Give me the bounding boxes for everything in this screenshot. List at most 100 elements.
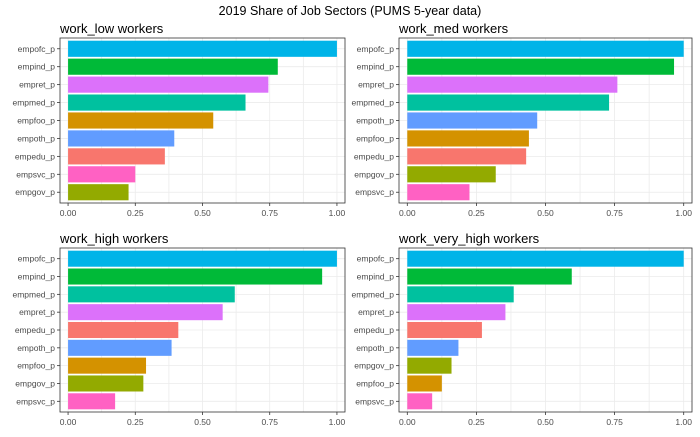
bar-empmed_p [68,94,246,111]
x-tick-label: 0.75 [261,417,278,427]
bar-empoth_p [68,130,175,147]
y-tick-label: empofc_p [357,254,395,264]
y-tick-label: empret_p [19,307,55,317]
panel-title: work_med workers [398,21,509,36]
bar-empsvc_p [407,393,433,410]
y-tick-label: empgov_p [354,361,394,371]
bar-empgov_p [68,375,144,392]
y-tick-label: empind_p [18,272,56,282]
y-tick-label: empoth_p [17,133,55,143]
y-tick-label: empedu_p [354,325,394,335]
bar-empret_p [407,304,506,321]
x-tick-label: 0.00 [399,417,416,427]
bar-empofc_p [407,250,684,267]
x-tick-label: 0.50 [194,208,211,218]
bar-empedu_p [407,148,527,165]
x-tick-label: 0.50 [537,208,554,218]
bar-empfoo_p [68,112,214,129]
bar-empedu_p [68,148,165,165]
bar-empsvc_p [407,184,470,201]
bar-empret_p [68,76,269,93]
y-tick-label: empfoo_p [17,116,55,126]
y-tick-label: empsvc_p [16,169,55,179]
y-tick-label: empsvc_p [355,187,394,197]
x-tick-label: 0.50 [537,417,554,427]
bar-empgov_p [68,184,129,201]
y-tick-label: empind_p [357,62,395,72]
y-tick-label: empedu_p [15,325,55,335]
bar-empmed_p [407,94,610,111]
y-tick-label: empfoo_p [356,133,394,143]
x-tick-label: 0.25 [468,208,485,218]
bar-empoth_p [407,112,538,129]
y-tick-label: empoth_p [356,343,394,353]
x-tick-label: 1.00 [675,417,692,427]
y-tick-label: empmed_p [12,98,55,108]
y-tick-label: empmed_p [12,289,55,299]
y-tick-label: empofc_p [18,44,56,54]
bar-empoth_p [407,339,459,356]
y-tick-label: empgov_p [15,378,55,388]
y-tick-label: empedu_p [354,151,394,161]
chart-panels: work_low workersempofc_pempind_pempret_p… [12,21,693,427]
y-tick-label: empgov_p [15,187,55,197]
bar-empfoo_p [407,375,442,392]
y-tick-label: empofc_p [18,254,56,264]
y-tick-label: empofc_p [357,44,395,54]
x-tick-label: 0.75 [606,208,623,218]
panel-title: work_high workers [59,231,169,246]
bar-empgov_p [407,357,452,374]
bar-empind_p [407,58,675,75]
chart-title: 2019 Share of Job Sectors (PUMS 5-year d… [219,4,482,18]
y-tick-label: empind_p [18,62,56,72]
x-tick-label: 1.00 [329,208,346,218]
bar-empofc_p [68,250,337,267]
x-tick-label: 1.00 [675,208,692,218]
bar-empgov_p [407,166,496,183]
bar-empind_p [68,268,323,285]
x-tick-label: 1.00 [329,417,346,427]
y-tick-label: empret_p [358,307,394,317]
y-tick-label: empsvc_p [355,396,394,406]
panel-title: work_very_high workers [398,231,540,246]
bar-empind_p [68,58,278,75]
bar-empedu_p [68,321,179,339]
bar-empfoo_p [68,357,147,374]
y-tick-label: empmed_p [351,98,394,108]
bar-empret_p [407,76,618,93]
x-tick-label: 0.50 [194,417,211,427]
y-tick-label: empmed_p [351,289,394,299]
bar-empoth_p [68,339,172,356]
y-tick-label: empoth_p [17,343,55,353]
bar-empedu_p [407,321,482,339]
bar-empofc_p [407,40,684,57]
y-tick-label: empret_p [358,80,394,90]
y-tick-label: empgov_p [354,169,394,179]
bar-empret_p [68,304,223,321]
x-tick-label: 0.75 [606,417,623,427]
bar-empmed_p [407,286,514,303]
x-tick-label: 0.25 [127,417,144,427]
x-tick-label: 0.00 [60,417,77,427]
x-tick-label: 0.00 [399,208,416,218]
x-tick-label: 0.75 [261,208,278,218]
x-tick-label: 0.25 [468,417,485,427]
y-tick-label: empfoo_p [356,378,394,388]
x-tick-label: 0.25 [127,208,144,218]
y-tick-label: empind_p [357,272,395,282]
bar-empofc_p [68,40,337,57]
y-tick-label: empsvc_p [16,396,55,406]
bar-empfoo_p [407,130,529,147]
bar-empsvc_p [68,166,136,183]
bar-empsvc_p [68,393,116,410]
x-tick-label: 0.00 [60,208,77,218]
bar-empmed_p [68,286,235,303]
y-tick-label: empoth_p [356,116,394,126]
panel-title: work_low workers [59,21,164,36]
